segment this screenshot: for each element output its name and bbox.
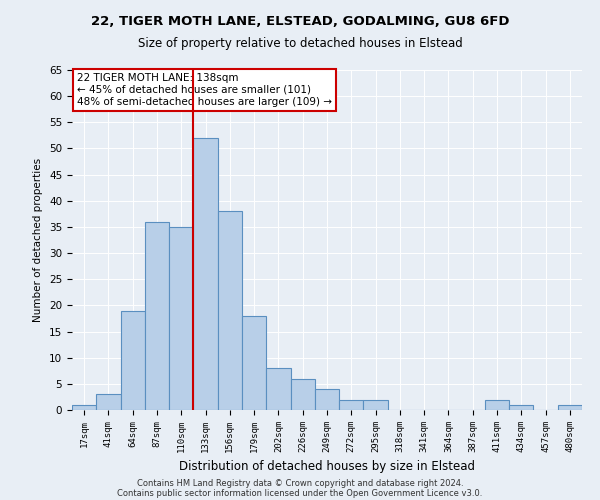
- Y-axis label: Number of detached properties: Number of detached properties: [34, 158, 43, 322]
- Bar: [242, 316, 266, 410]
- Bar: [266, 368, 290, 410]
- Bar: [558, 405, 582, 410]
- Text: Contains HM Land Registry data © Crown copyright and database right 2024.: Contains HM Land Registry data © Crown c…: [137, 478, 463, 488]
- Bar: [72, 405, 96, 410]
- Text: 22, TIGER MOTH LANE, ELSTEAD, GODALMING, GU8 6FD: 22, TIGER MOTH LANE, ELSTEAD, GODALMING,…: [91, 15, 509, 28]
- Bar: [339, 400, 364, 410]
- Bar: [218, 211, 242, 410]
- Bar: [96, 394, 121, 410]
- Bar: [193, 138, 218, 410]
- Text: 22 TIGER MOTH LANE: 138sqm
← 45% of detached houses are smaller (101)
48% of sem: 22 TIGER MOTH LANE: 138sqm ← 45% of deta…: [77, 74, 332, 106]
- Bar: [315, 389, 339, 410]
- Text: Contains public sector information licensed under the Open Government Licence v3: Contains public sector information licen…: [118, 488, 482, 498]
- Bar: [121, 310, 145, 410]
- Bar: [364, 400, 388, 410]
- Bar: [485, 400, 509, 410]
- Bar: [169, 227, 193, 410]
- Text: Size of property relative to detached houses in Elstead: Size of property relative to detached ho…: [137, 38, 463, 51]
- Bar: [290, 378, 315, 410]
- Bar: [145, 222, 169, 410]
- X-axis label: Distribution of detached houses by size in Elstead: Distribution of detached houses by size …: [179, 460, 475, 473]
- Bar: [509, 405, 533, 410]
